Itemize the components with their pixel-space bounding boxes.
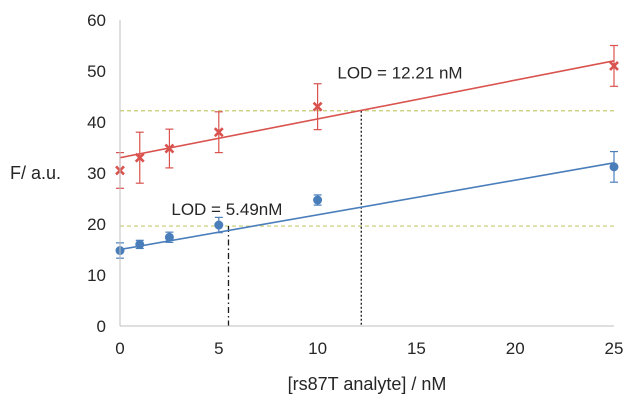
data-point-stroke	[213, 127, 224, 138]
y-tick-label: 60	[87, 11, 106, 30]
x-tick-label: 15	[407, 339, 426, 358]
y-tick-label: 50	[87, 62, 106, 81]
x-tick-labels: 0 5 10 15 20 25	[115, 339, 623, 358]
lod-annotation: LOD = 5.49nM	[171, 200, 282, 219]
fit-line	[119, 162, 615, 251]
fit-line	[119, 60, 615, 159]
annotations: LOD = 12.21 nM LOD = 5.49nM	[171, 64, 462, 219]
fit-lines	[119, 60, 615, 251]
threshold-lines	[120, 110, 614, 227]
data-point	[164, 143, 175, 154]
y-tick-label: 0	[97, 317, 106, 336]
data-point	[609, 60, 619, 71]
data-point	[312, 101, 323, 112]
x-tick-label: 10	[308, 339, 327, 358]
data-point	[134, 152, 145, 163]
data-point-stroke	[134, 152, 145, 163]
x-axis-label: [rs87T analyte] / nM	[288, 374, 447, 394]
data-point	[213, 127, 224, 138]
y-tick-label: 30	[87, 164, 106, 183]
lod-annotation: LOD = 12.21 nM	[337, 64, 462, 83]
data-point-stroke	[609, 60, 619, 71]
data-point-stroke	[312, 101, 323, 112]
lod-drop-lines	[227, 110, 362, 326]
y-axis-label: F/ a.u.	[10, 163, 61, 183]
y-tick-labels: 0 10 20 30 40 50 60	[87, 11, 106, 336]
y-tick-label: 40	[87, 113, 106, 132]
data-point	[609, 162, 619, 172]
data-point-stroke	[164, 143, 175, 154]
axes	[119, 20, 614, 327]
x-tick-label: 0	[115, 339, 124, 358]
y-tick-label: 20	[87, 215, 106, 234]
data-point	[313, 195, 323, 205]
x-tick-label: 25	[605, 339, 624, 358]
x-tick-label: 5	[214, 339, 223, 358]
x-tick-label: 20	[506, 339, 525, 358]
y-tick-label: 10	[87, 266, 106, 285]
data-point	[214, 220, 224, 230]
data-point	[164, 232, 174, 242]
data-point	[135, 239, 145, 249]
